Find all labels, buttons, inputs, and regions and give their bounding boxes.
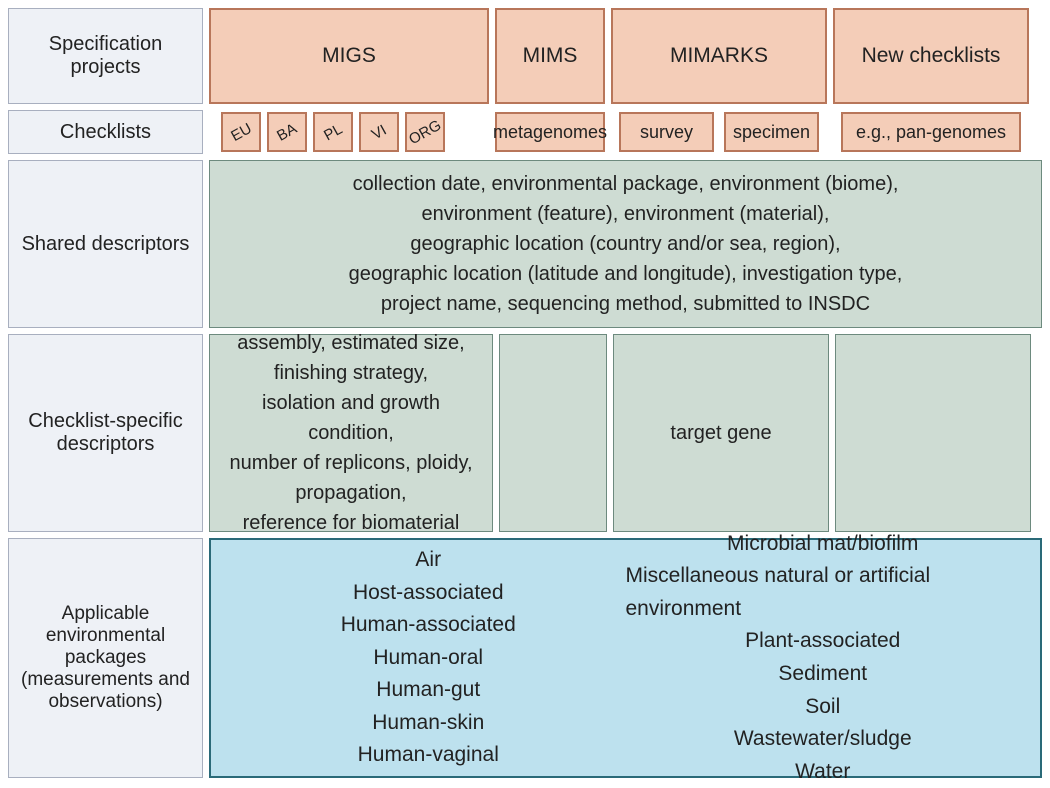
checklist-pangenomes: e.g., pan-genomes [841, 112, 1021, 152]
checklists-mimarks-group: survey specimen [611, 112, 827, 152]
row-checklist-specific: Checklist-specific descriptors assembly,… [8, 334, 1042, 532]
checklist-specific-content: assembly, estimated size, finishing stra… [209, 334, 1042, 532]
checklist-survey: survey [619, 112, 714, 152]
row-shared-descriptors: Shared descriptors collection date, envi… [8, 160, 1042, 328]
tag-pl: PL [313, 112, 353, 152]
checklist-metagenomes: metagenomes [495, 112, 605, 152]
row-specification-projects: Specification projects MIGS MIMS MIMARKS… [8, 8, 1042, 104]
label-shared-descriptors: Shared descriptors [8, 160, 203, 328]
label-env-packages: Applicable environmental packages (measu… [8, 538, 203, 778]
specific-newcl [835, 334, 1031, 532]
shared-descriptors-text: collection date, environmental package, … [349, 169, 903, 319]
label-specification-projects: Specification projects [8, 8, 203, 104]
tag-ba: BA [267, 112, 307, 152]
specific-migs: assembly, estimated size, finishing stra… [209, 334, 493, 532]
tag-vi: VI [359, 112, 399, 152]
tag-eu: EU [221, 112, 261, 152]
spec-new-checklists: New checklists [833, 8, 1029, 104]
checklists-content: EU BA PL VI ORG metagenomes survey speci… [209, 110, 1042, 154]
env-col-1: Air Host-associated Human-associated Hum… [231, 552, 626, 764]
row-checklists: Checklists EU BA PL VI ORG metagenomes s… [8, 110, 1042, 154]
tag-org: ORG [405, 112, 445, 152]
label-checklist-specific: Checklist-specific descriptors [8, 334, 203, 532]
row-env-packages: Applicable environmental packages (measu… [8, 538, 1042, 778]
shared-descriptors-content: collection date, environmental package, … [209, 160, 1042, 328]
env-col-2: Microbial mat/biofilm Miscellaneous natu… [626, 552, 1021, 764]
label-checklists: Checklists [8, 110, 203, 154]
env-packages-content: Air Host-associated Human-associated Hum… [209, 538, 1042, 778]
spec-mims: MIMS [495, 8, 605, 104]
checklists-migs-group: EU BA PL VI ORG [209, 112, 489, 152]
spec-mimarks: MIMARKS [611, 8, 827, 104]
specific-mimarks: target gene [613, 334, 829, 532]
checklists-newcl-group: e.g., pan-genomes [833, 112, 1029, 152]
specific-mims [499, 334, 607, 532]
spec-migs: MIGS [209, 8, 489, 104]
spec-projects-content: MIGS MIMS MIMARKS New checklists [209, 8, 1042, 104]
checklist-specimen: specimen [724, 112, 819, 152]
checklists-mims-group: metagenomes [495, 112, 605, 152]
